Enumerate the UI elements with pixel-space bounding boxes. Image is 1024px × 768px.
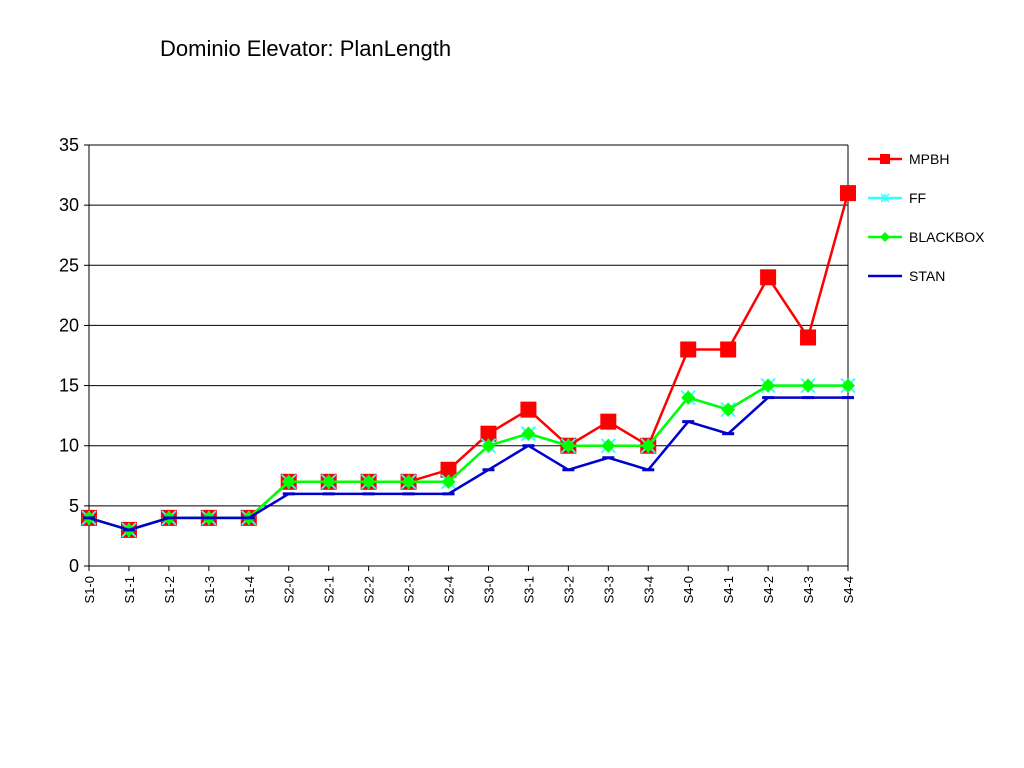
legend-item-ff: FF xyxy=(868,190,926,206)
x-tick-label: S3-0 xyxy=(481,576,496,603)
x-tick-label: S3-2 xyxy=(561,576,576,603)
x-tick-label: S4-1 xyxy=(721,576,736,603)
data-point-mpbh xyxy=(680,341,697,358)
x-tick-label: S1-1 xyxy=(122,576,137,603)
data-point-blackbox xyxy=(721,402,736,417)
x-tick-label: S2-2 xyxy=(362,576,377,603)
data-point-mpbh xyxy=(760,269,777,286)
series-stan xyxy=(83,396,854,532)
legend: MPBH FF BLACKBOX STAN xyxy=(868,151,985,284)
legend-marker xyxy=(880,193,890,203)
y-tick-label: 0 xyxy=(69,556,79,576)
x-tick-label: S4-0 xyxy=(681,576,696,603)
series-mpbh xyxy=(81,185,856,538)
legend-label: STAN xyxy=(909,268,945,284)
series-line-mpbh xyxy=(88,192,850,532)
chart-title: Dominio Elevator: PlanLength xyxy=(160,36,452,61)
y-tick-label: 20 xyxy=(59,315,79,335)
x-tick-label: S1-4 xyxy=(242,576,257,603)
legend-label: FF xyxy=(909,190,926,206)
data-point-mpbh xyxy=(600,413,617,430)
data-point-blackbox xyxy=(321,474,336,489)
data-point-mpbh xyxy=(480,425,497,442)
x-tick-label: S1-0 xyxy=(82,576,97,603)
data-point-blackbox xyxy=(521,426,536,441)
x-axis-ticks: S1-0 S1-1 S1-2 S1-3 S1-4 S2-0 S2-1 S2-2 S2-3 S2-4… xyxy=(82,566,856,603)
series-line-stan xyxy=(88,396,848,532)
data-point-mpbh xyxy=(800,329,817,346)
y-tick-label: 25 xyxy=(59,255,79,275)
data-point-blackbox xyxy=(561,438,576,453)
x-tick-label: S4-4 xyxy=(841,576,856,603)
legend-marker xyxy=(880,232,890,242)
data-point-blackbox xyxy=(681,390,696,405)
x-tick-label: S2-4 xyxy=(442,576,457,603)
x-tick-label: S3-4 xyxy=(641,576,656,603)
data-point-mpbh xyxy=(520,401,537,418)
y-tick-label: 30 xyxy=(59,195,79,215)
data-point-blackbox xyxy=(481,438,496,453)
y-tick-label: 10 xyxy=(59,436,79,456)
y-axis-ticks: 0 5 10 15 20 25 30 35 xyxy=(59,135,89,576)
y-tick-label: 35 xyxy=(59,135,79,155)
y-tick-label: 5 xyxy=(69,496,79,516)
data-point-blackbox xyxy=(361,474,376,489)
series-group xyxy=(81,185,856,538)
legend-item-stan: STAN xyxy=(868,268,945,284)
data-point-blackbox xyxy=(761,378,776,393)
legend-label: MPBH xyxy=(909,151,949,167)
x-tick-label: S2-0 xyxy=(282,576,297,603)
data-point-mpbh xyxy=(720,341,737,358)
axes xyxy=(88,145,849,567)
data-point-mpbh xyxy=(840,185,856,202)
data-point-mpbh xyxy=(440,461,457,478)
data-point-blackbox xyxy=(641,438,656,453)
data-point-blackbox xyxy=(801,378,816,393)
data-point-blackbox xyxy=(441,474,456,489)
series-line-blackbox xyxy=(88,384,848,532)
x-tick-label: S2-3 xyxy=(402,576,417,603)
x-tick-label: S1-3 xyxy=(202,576,217,603)
data-point-blackbox xyxy=(281,474,296,489)
x-tick-label: S2-1 xyxy=(322,576,337,603)
series-blackbox xyxy=(82,378,855,537)
data-point-blackbox xyxy=(401,474,416,489)
legend-item-blackbox: BLACKBOX xyxy=(868,229,985,245)
x-tick-label: S4-3 xyxy=(801,576,816,603)
x-tick-label: S4-2 xyxy=(761,576,776,603)
x-tick-label: S1-2 xyxy=(162,576,177,603)
data-point-blackbox xyxy=(841,378,855,393)
x-tick-label: S3-3 xyxy=(601,576,616,603)
grid-lines xyxy=(89,144,848,507)
legend-label: BLACKBOX xyxy=(909,229,985,245)
y-tick-label: 15 xyxy=(59,376,79,396)
x-tick-label: S3-1 xyxy=(521,576,536,603)
legend-item-mpbh: MPBH xyxy=(868,151,949,167)
data-point-blackbox xyxy=(601,438,616,453)
legend-marker xyxy=(880,154,890,164)
